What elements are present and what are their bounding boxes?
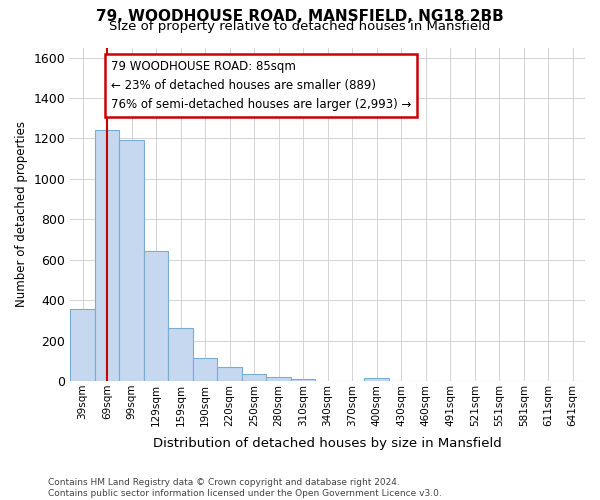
- Text: Size of property relative to detached houses in Mansfield: Size of property relative to detached ho…: [109, 20, 491, 33]
- Bar: [119, 140, 144, 381]
- Bar: [217, 367, 242, 381]
- Text: Contains HM Land Registry data © Crown copyright and database right 2024.
Contai: Contains HM Land Registry data © Crown c…: [48, 478, 442, 498]
- X-axis label: Distribution of detached houses by size in Mansfield: Distribution of detached houses by size …: [153, 437, 502, 450]
- Y-axis label: Number of detached properties: Number of detached properties: [15, 121, 28, 307]
- Bar: [266, 376, 291, 381]
- Bar: [242, 374, 266, 381]
- Text: 79 WOODHOUSE ROAD: 85sqm
← 23% of detached houses are smaller (889)
76% of semi-: 79 WOODHOUSE ROAD: 85sqm ← 23% of detach…: [111, 60, 411, 110]
- Bar: [70, 309, 95, 381]
- Bar: [95, 130, 119, 381]
- Bar: [364, 378, 389, 381]
- Bar: [291, 378, 316, 381]
- Bar: [193, 358, 217, 381]
- Bar: [144, 250, 169, 381]
- Bar: [169, 328, 193, 381]
- Text: 79, WOODHOUSE ROAD, MANSFIELD, NG18 2BB: 79, WOODHOUSE ROAD, MANSFIELD, NG18 2BB: [96, 9, 504, 24]
